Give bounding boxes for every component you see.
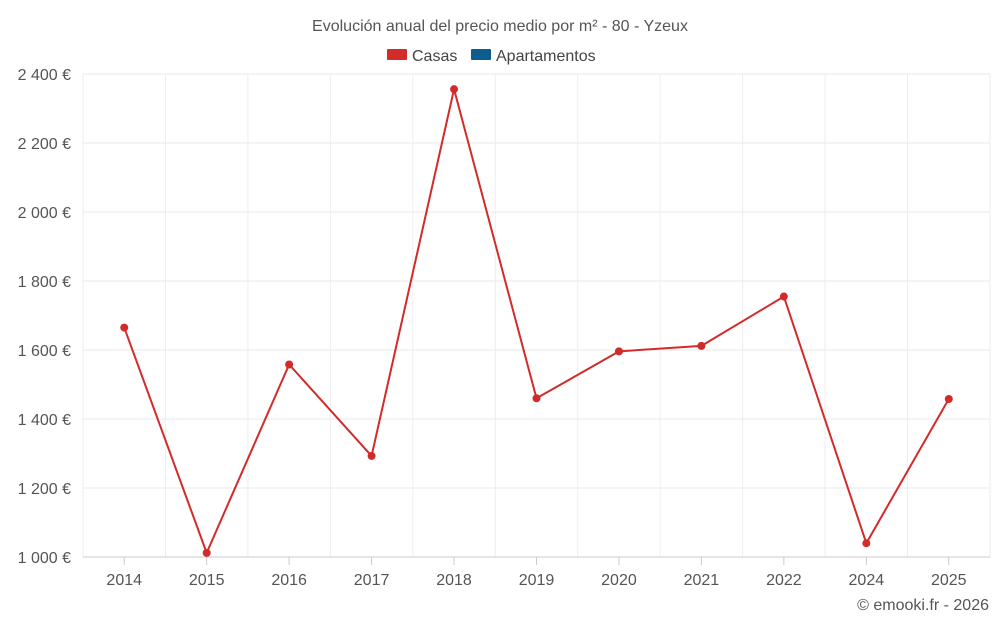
data-point-casas[interactable] <box>285 360 294 369</box>
x-axis: 2014 2015 2016 2017 2018 2019 2020 2021 2022 2024… <box>83 556 990 589</box>
y-tick-label: 2 400 € <box>18 67 71 84</box>
legend-label-apartamentos: Apartamentos <box>496 48 596 65</box>
data-point-casas[interactable] <box>202 548 211 557</box>
y-tick-label: 2 000 € <box>18 205 71 222</box>
data-point-casas[interactable] <box>120 323 129 332</box>
data-point-casas[interactable] <box>367 451 376 460</box>
x-tick-label: 2014 <box>106 572 142 589</box>
data-point-casas[interactable] <box>862 539 871 548</box>
x-tick-label: 2025 <box>931 572 967 589</box>
data-point-casas[interactable] <box>450 85 459 94</box>
data-point-casas[interactable] <box>697 341 706 350</box>
x-tick-label: 2020 <box>601 572 637 589</box>
y-tick-label: 1 400 € <box>18 412 71 429</box>
y-tick-label: 1 200 € <box>18 481 71 498</box>
x-tick-label: 2022 <box>766 572 802 589</box>
data-point-casas[interactable] <box>532 394 541 403</box>
x-tick-label: 2018 <box>436 572 472 589</box>
credit-text: © emooki.fr - 2026 <box>857 597 989 614</box>
y-tick-label: 1 800 € <box>18 274 71 291</box>
data-point-casas[interactable] <box>944 394 953 403</box>
legend: Casas Apartamentos <box>387 48 596 65</box>
y-axis: 1 000 € 1 200 € 1 400 € 1 600 € 1 800 € 2 000… <box>18 67 71 567</box>
data-point-casas[interactable] <box>614 347 623 356</box>
series-layer <box>120 85 953 557</box>
legend-item-casas[interactable]: Casas <box>387 48 457 65</box>
grid <box>82 73 991 557</box>
y-tick-label: 2 200 € <box>18 136 71 153</box>
legend-label-casas: Casas <box>412 48 457 65</box>
x-tick-label: 2019 <box>519 572 555 589</box>
x-tick-label: 2017 <box>354 572 390 589</box>
chart-title: Evolución anual del precio medio por m² … <box>312 18 688 35</box>
legend-swatch-apartamentos <box>471 49 491 60</box>
x-tick-label: 2016 <box>271 572 307 589</box>
x-tick-label: 2015 <box>189 572 225 589</box>
y-tick-label: 1 600 € <box>18 343 71 360</box>
x-tick-label: 2021 <box>684 572 720 589</box>
x-tick-label: 2024 <box>849 572 885 589</box>
legend-item-apartamentos[interactable]: Apartamentos <box>471 48 596 65</box>
y-tick-label: 1 000 € <box>18 550 71 567</box>
legend-swatch-casas <box>387 49 407 60</box>
data-point-casas[interactable] <box>779 292 788 301</box>
